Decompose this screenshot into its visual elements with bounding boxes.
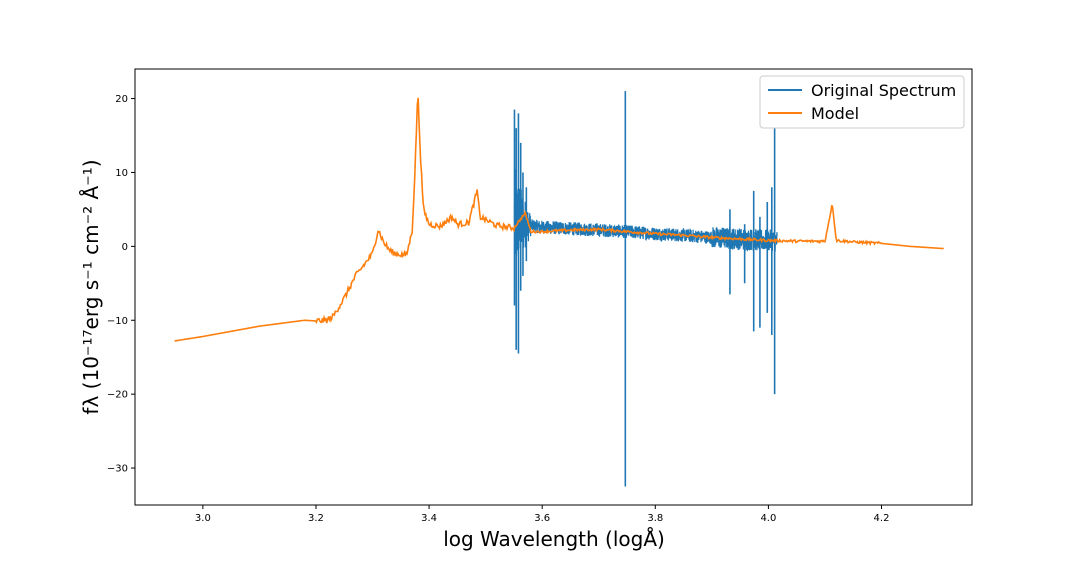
x-tick-label: 3.6 [534, 513, 550, 524]
legend-label-original-spectrum: Original Spectrum [811, 81, 956, 100]
y-tick-label: −10 [107, 316, 128, 327]
series-layer [174, 91, 944, 487]
y-tick-label: 20 [115, 94, 128, 105]
x-tick-label: 4.2 [874, 513, 890, 524]
y-tick-label: 0 [122, 242, 128, 253]
x-tick-label: 3.0 [195, 513, 211, 524]
legend: Original Spectrum Model [759, 75, 965, 129]
x-tick-label: 3.2 [308, 513, 324, 524]
y-tick-label: −30 [107, 464, 128, 475]
plot-background [135, 69, 972, 505]
x-axis-label: log Wavelength (logÅ) [443, 527, 665, 551]
plot-frame [134, 68, 973, 506]
series-model [174, 97, 944, 342]
x-tick-label: 3.8 [647, 513, 663, 524]
legend-label-model: Model [811, 104, 859, 123]
y-axis-label: fλ (10⁻¹⁷erg s⁻¹ cm⁻² Å⁻¹) [79, 159, 103, 414]
x-tick-label: 3.4 [421, 513, 437, 524]
legend-box [759, 75, 965, 129]
series-original-spectrum [513, 169, 778, 256]
y-tick-label: 10 [115, 168, 128, 179]
y-tick-label: −20 [107, 390, 128, 401]
x-axis-ticks: 3.0 3.2 3.4 3.6 3.8 4.0 4.2 [195, 505, 890, 524]
x-tick-label: 4.0 [760, 513, 776, 524]
y-axis-ticks: 20 10 0 −10 −20 −30 [107, 94, 135, 475]
